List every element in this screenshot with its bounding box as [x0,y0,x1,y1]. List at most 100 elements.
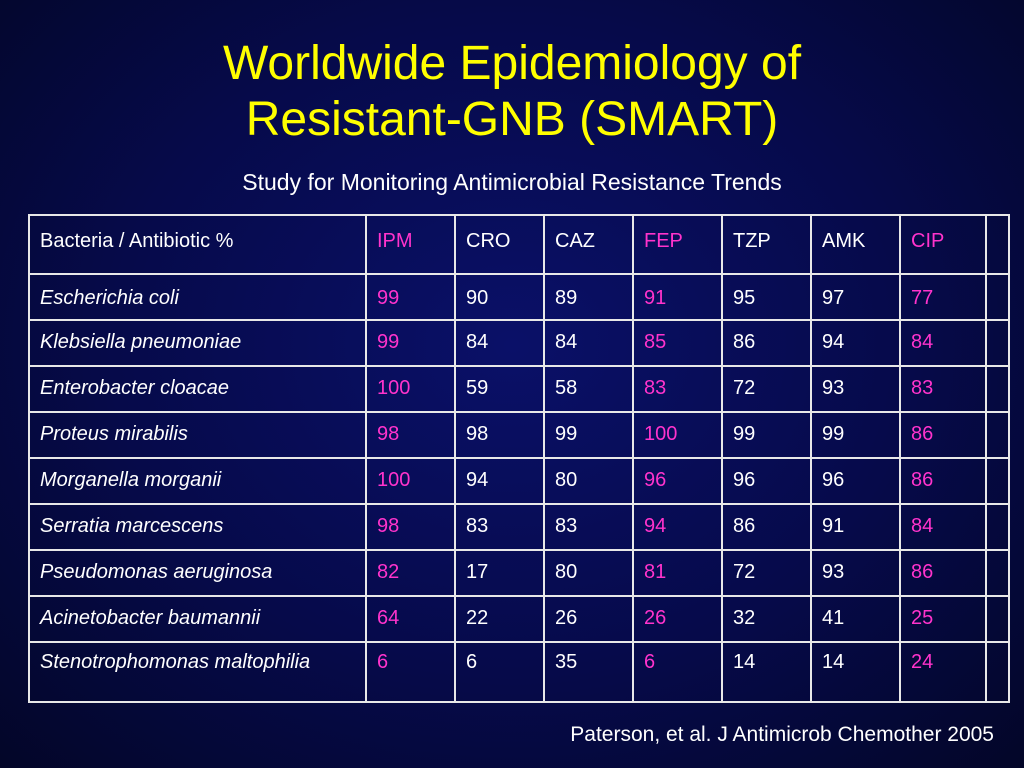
value-cell: 17 [454,549,545,597]
table-row: Pseudomonas aeruginosa 82 17 80 81 72 93… [28,549,1010,597]
slide-subtitle: Study for Monitoring Antimicrobial Resis… [242,169,782,195]
value-cell: 59 [454,365,545,413]
value-cell: 86 [899,411,987,459]
citation: Paterson, et al. J Antimicrob Chemother … [570,723,994,746]
value-cell: 6 [365,641,456,703]
value-cell: 96 [721,457,812,505]
table-spacer-cell [985,549,1010,597]
value-cell: 83 [899,365,987,413]
value-cell: 93 [810,549,901,597]
table-spacer-cell [985,503,1010,551]
header-ipm: IPM [365,214,456,275]
organism-name: Stenotrophomonas maltophilia [28,641,367,703]
header-amk: AMK [810,214,901,275]
value-cell: 99 [365,273,456,321]
value-cell: 41 [810,595,901,643]
table-header-row: Bacteria / Antibiotic % IPM CRO CAZ FEP … [28,214,1010,275]
value-cell: 86 [721,319,812,367]
value-cell: 83 [454,503,545,551]
value-cell: 35 [543,641,634,703]
value-cell: 83 [632,365,723,413]
title-line-2: Resistant-GNB (SMART) [245,93,779,146]
header-cro: CRO [454,214,545,275]
value-cell: 83 [543,503,634,551]
value-cell: 26 [543,595,634,643]
value-cell: 94 [454,457,545,505]
table-row: Enterobacter cloacae 100 59 58 83 72 93 … [28,365,1010,413]
value-cell: 80 [543,457,634,505]
value-cell: 98 [365,411,456,459]
value-cell: 91 [632,273,723,321]
header-tzp: TZP [721,214,812,275]
title-line-1: Worldwide Epidemiology of [222,37,802,90]
value-cell: 96 [632,457,723,505]
value-cell: 77 [899,273,987,321]
table-row: Klebsiella pneumoniae 99 84 84 85 86 94 … [28,319,1010,367]
value-cell: 89 [543,273,634,321]
value-cell: 90 [454,273,545,321]
value-cell: 24 [899,641,987,703]
table-spacer-cell [985,595,1010,643]
value-cell: 84 [899,319,987,367]
value-cell: 72 [721,549,812,597]
value-cell: 26 [632,595,723,643]
value-cell: 81 [632,549,723,597]
value-cell: 100 [365,365,456,413]
value-cell: 96 [810,457,901,505]
table-row: Acinetobacter baumannii 64 22 26 26 32 4… [28,595,1010,643]
table-row: Morganella morganii 100 94 80 96 96 96 8… [28,457,1010,505]
value-cell: 86 [721,503,812,551]
value-cell: 86 [899,457,987,505]
organism-name: Morganella morganii [28,457,367,505]
value-cell: 84 [543,319,634,367]
table-row: Proteus mirabilis 98 98 99 100 99 99 86 [28,411,1010,459]
value-cell: 82 [365,549,456,597]
value-cell: 99 [365,319,456,367]
value-cell: 22 [454,595,545,643]
table-row: Serratia marcescens 98 83 83 94 86 91 84 [28,503,1010,551]
value-cell: 58 [543,365,634,413]
organism-name: Escherichia coli [28,273,367,321]
table-spacer-cell [985,457,1010,505]
value-cell: 94 [810,319,901,367]
value-cell: 98 [454,411,545,459]
value-cell: 14 [810,641,901,703]
organism-name: Serratia marcescens [28,503,367,551]
value-cell: 94 [632,503,723,551]
value-cell: 25 [899,595,987,643]
value-cell: 93 [810,365,901,413]
table-spacer-cell [985,273,1010,321]
organism-name: Klebsiella pneumoniae [28,319,367,367]
value-cell: 6 [454,641,545,703]
value-cell: 100 [632,411,723,459]
value-cell: 95 [721,273,812,321]
value-cell: 84 [899,503,987,551]
organism-name: Proteus mirabilis [28,411,367,459]
header-fep: FEP [632,214,723,275]
value-cell: 99 [810,411,901,459]
header-caz: CAZ [543,214,634,275]
organism-name: Enterobacter cloacae [28,365,367,413]
table-spacer-cell [985,319,1010,367]
value-cell: 86 [899,549,987,597]
value-cell: 99 [543,411,634,459]
table-spacer-cell [985,411,1010,459]
value-cell: 98 [365,503,456,551]
value-cell: 91 [810,503,901,551]
header-corner: Bacteria / Antibiotic % [28,214,367,275]
resistance-table: Bacteria / Antibiotic % IPM CRO CAZ FEP … [28,214,1010,703]
value-cell: 100 [365,457,456,505]
value-cell: 72 [721,365,812,413]
table-row: Escherichia coli 99 90 89 91 95 97 77 [28,273,1010,321]
value-cell: 99 [721,411,812,459]
table-row: Stenotrophomonas maltophilia 6 6 35 6 14… [28,641,1010,703]
value-cell: 84 [454,319,545,367]
value-cell: 6 [632,641,723,703]
value-cell: 85 [632,319,723,367]
slide-title: Worldwide Epidemiology of Resistant-GNB … [0,36,1024,148]
table-spacer-cell [985,365,1010,413]
value-cell: 97 [810,273,901,321]
organism-name: Acinetobacter baumannii [28,595,367,643]
value-cell: 32 [721,595,812,643]
value-cell: 80 [543,549,634,597]
